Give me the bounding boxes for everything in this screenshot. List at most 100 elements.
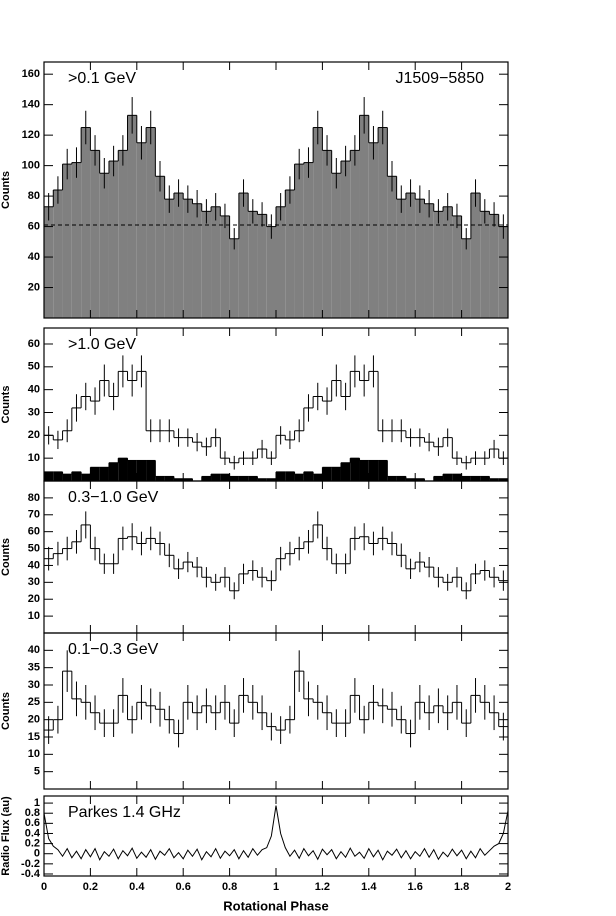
panel-label: Parkes 1.4 GHz	[68, 804, 181, 821]
histogram-bar	[285, 190, 295, 318]
y-tick-label: 35	[28, 662, 40, 674]
histogram-bar	[303, 162, 314, 318]
pulsar-name: J1509−5850	[395, 70, 484, 87]
histogram-bar	[44, 471, 54, 481]
histogram-bar	[303, 471, 314, 481]
histogram-bar	[229, 476, 239, 481]
histogram-bar	[44, 206, 54, 318]
y-tick-label: 100	[22, 160, 40, 172]
histogram-bar	[53, 190, 63, 318]
histogram-bar	[359, 115, 369, 318]
histogram-bar	[81, 474, 91, 481]
y-tick-label: 30	[28, 679, 40, 691]
x-tick-label: 0.6	[176, 881, 191, 893]
histogram-bar	[155, 176, 165, 318]
panel-label: >0.1 GeV	[68, 70, 136, 87]
y-tick-label: 160	[22, 68, 40, 80]
histogram-bar	[294, 474, 304, 481]
y-tick-label: 0.6	[25, 817, 40, 829]
x-tick-label: 1	[273, 881, 279, 893]
histogram-bar	[266, 226, 276, 318]
histogram-bar	[71, 471, 82, 481]
histogram-bar	[498, 478, 508, 481]
y-tick-label: -0.4	[21, 868, 41, 880]
histogram-bar	[257, 214, 267, 318]
histogram-bar	[359, 460, 369, 481]
histogram-bar	[461, 476, 471, 481]
histogram-bar	[340, 462, 351, 481]
x-tick-label: 2	[505, 881, 511, 893]
histogram-bar	[99, 173, 109, 318]
histogram-bar	[173, 193, 184, 318]
y-tick-label: 20	[28, 593, 40, 605]
y-tick-label: 60	[28, 526, 40, 538]
histogram-bar	[71, 162, 82, 318]
y-tick-label: 10	[28, 748, 40, 760]
histogram-bar	[201, 211, 212, 318]
y-axis-label: Counts	[0, 692, 12, 730]
histogram-bar	[350, 150, 360, 318]
histogram-bar	[62, 474, 72, 481]
histogram-bar	[229, 238, 239, 318]
histogram-bar	[146, 127, 156, 319]
y-tick-label: 20	[28, 281, 40, 293]
histogram-bar	[452, 474, 462, 481]
histogram-bar	[313, 474, 323, 481]
histogram-bar	[378, 127, 388, 319]
y-tick-label: 50	[28, 542, 40, 554]
y-tick-label: 20	[28, 429, 40, 441]
histogram-bar	[220, 474, 230, 481]
histogram-bar	[118, 458, 128, 481]
histogram-bar	[405, 193, 416, 318]
y-axis-label: Counts	[0, 171, 12, 209]
y-tick-label: 120	[22, 129, 40, 141]
x-tick-label: 1.6	[408, 881, 423, 893]
radio-profile	[43, 805, 509, 861]
histogram-bar	[489, 478, 499, 481]
histogram-bar	[331, 173, 341, 318]
histogram-bar	[480, 211, 490, 318]
histogram-bar	[461, 238, 471, 318]
y-tick-label: 40	[28, 644, 40, 656]
panel-label: 0.3−1.0 GeV	[68, 489, 159, 506]
histogram-bar	[201, 476, 212, 481]
histogram-bar	[99, 467, 109, 481]
y-tick-label: 60	[28, 220, 40, 232]
histogram-bar	[322, 467, 332, 481]
histogram-bar	[415, 478, 425, 481]
x-tick-label: 0.8	[222, 881, 237, 893]
y-tick-label: 40	[28, 559, 40, 571]
y-axis-label: Counts	[0, 538, 12, 576]
histogram-bar	[433, 211, 444, 318]
histogram-bar	[118, 150, 128, 318]
histogram-bar	[220, 215, 230, 318]
histogram-bar	[183, 478, 193, 481]
histogram-bar	[322, 150, 332, 318]
y-tick-label: -0.2	[21, 858, 40, 870]
histogram-bar	[238, 476, 249, 481]
histogram-bar	[470, 476, 481, 481]
histogram-bar	[368, 460, 379, 481]
y-tick-label: 10	[28, 610, 40, 622]
histogram-bar	[433, 476, 444, 481]
histogram-bar	[127, 460, 137, 481]
x-tick-label: 0.4	[129, 881, 145, 893]
histogram-bar	[498, 226, 508, 318]
histogram-bar	[90, 467, 100, 481]
y-tick-label: 0.4	[25, 827, 41, 839]
y-tick-label: 0.8	[25, 807, 40, 819]
x-tick-label: 1.8	[454, 881, 469, 893]
y-tick-label: 0.2	[25, 838, 40, 850]
histogram-bar	[415, 199, 425, 318]
histogram-bar	[173, 478, 184, 481]
histogram-bar	[452, 215, 462, 318]
histogram-bar	[313, 127, 323, 319]
histogram-bar	[183, 199, 193, 318]
histogram-bar	[443, 474, 453, 481]
histogram-bar	[136, 142, 147, 318]
y-tick-label: 80	[28, 492, 40, 504]
histogram-bar	[266, 478, 276, 481]
histogram-bar	[136, 460, 147, 481]
y-axis-label: Counts	[0, 386, 12, 424]
